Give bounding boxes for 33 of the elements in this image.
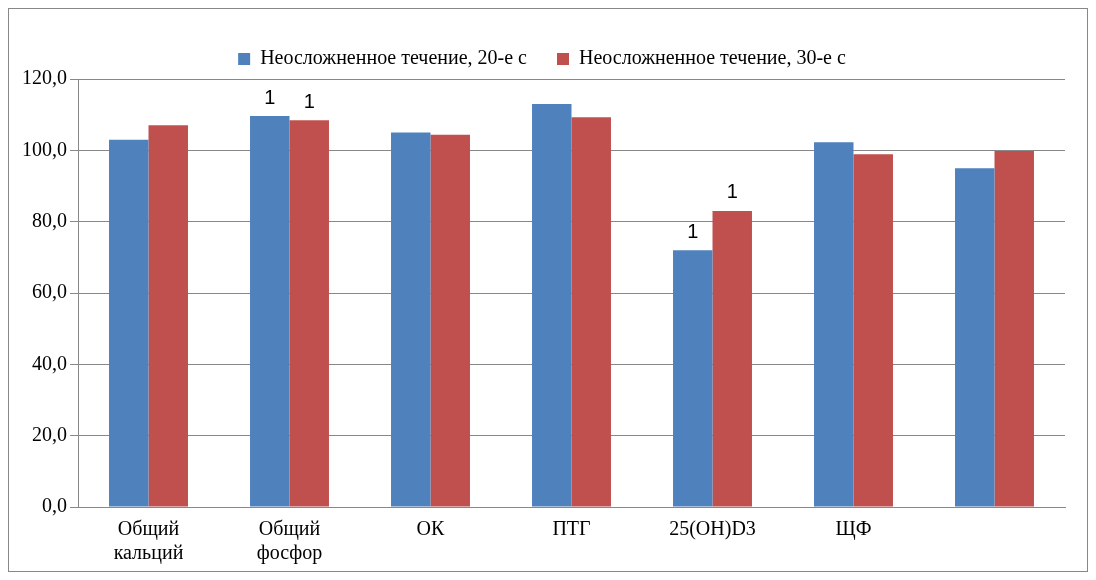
- x-tick-label: ОК: [416, 517, 446, 540]
- legend-label: Неосложненное течение, 30-е с: [579, 46, 846, 69]
- bar: [430, 134, 470, 507]
- y-tick-label: 20,0: [32, 422, 67, 445]
- y-tick-label: 40,0: [32, 351, 67, 374]
- bar: [994, 151, 1034, 507]
- bar: [814, 142, 854, 507]
- y-tick-label: 80,0: [32, 208, 67, 231]
- bar: [853, 154, 893, 507]
- bar: [712, 210, 752, 507]
- bar: [391, 132, 431, 507]
- x-tick-label: ПТГ: [552, 517, 591, 540]
- bar: [109, 139, 149, 507]
- y-tick-label: 0,0: [42, 494, 67, 517]
- y-tick-label: 120,0: [22, 66, 67, 89]
- x-tick-label: 25(OH)D3: [669, 517, 756, 541]
- bar: [955, 168, 995, 507]
- annotation: 1: [726, 180, 738, 203]
- x-tick-label: ЩФ: [835, 517, 872, 541]
- annotation: 1: [264, 85, 276, 108]
- bar: [673, 250, 713, 507]
- legend-label: Неосложненное течение, 20-е с: [260, 46, 528, 69]
- bar: [571, 117, 611, 507]
- x-tick-label: Общий кальций: [113, 517, 184, 565]
- x-tick-label: Общий фосфор: [256, 517, 323, 565]
- bar: [148, 125, 188, 507]
- bar: [289, 120, 329, 507]
- y-tick-label: 100,0: [22, 137, 67, 160]
- bar: [532, 103, 572, 507]
- y-tick-label: 60,0: [32, 280, 67, 303]
- annotation: 1: [303, 89, 315, 112]
- annotation: 1: [687, 219, 699, 242]
- bar: [250, 116, 290, 507]
